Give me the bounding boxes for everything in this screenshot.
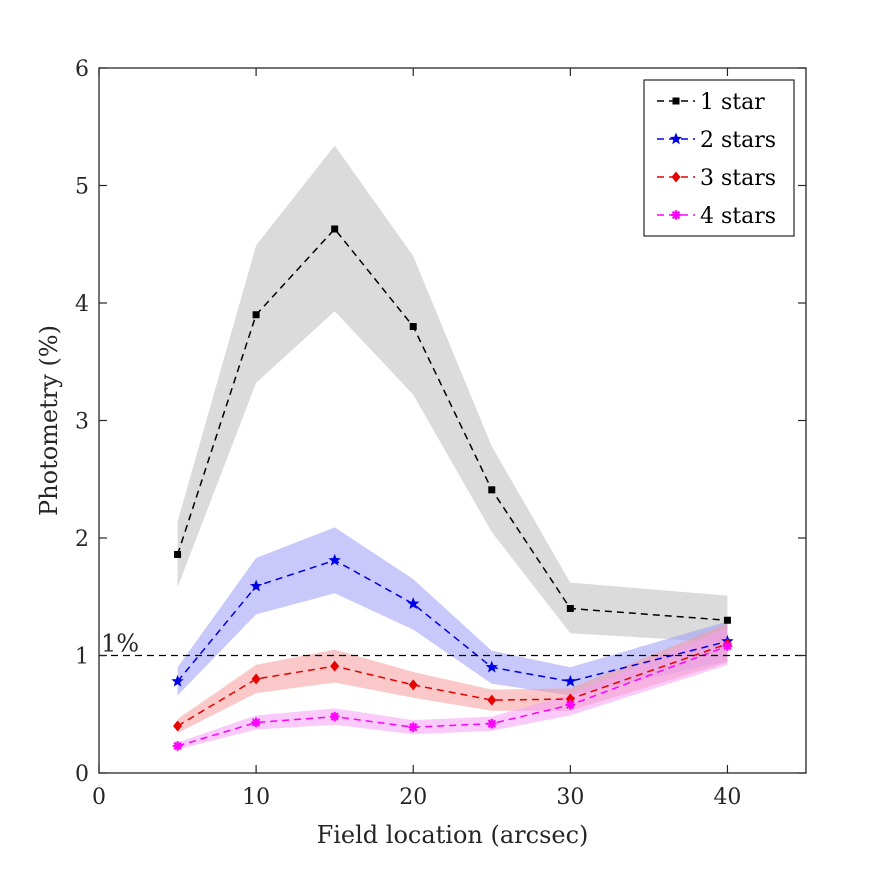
band-1-star [177, 145, 728, 643]
point-4-stars-15 [329, 711, 340, 722]
band-4-stars [177, 627, 728, 750]
point-1-star-20 [409, 323, 417, 330]
point-2-stars-25 [485, 660, 498, 673]
point-1-star-30 [566, 605, 574, 612]
legend-marker-2-stars [669, 132, 683, 145]
point-3-stars-20 [408, 679, 418, 691]
point-2-stars-30 [564, 674, 577, 687]
x-tick-label: 20 [399, 785, 427, 810]
band-2-stars [177, 527, 728, 696]
x-tick-label: 10 [242, 785, 270, 810]
uncertainty-bands [177, 145, 728, 750]
point-1-star-40 [723, 616, 731, 624]
y-tick-label: 2 [75, 527, 89, 552]
point-1-star-10 [252, 311, 260, 319]
point-1-star-15 [331, 225, 339, 233]
y-axis-label: Photometry (%) [35, 325, 63, 516]
y-tick-label: 5 [75, 175, 89, 200]
point-3-stars-25 [487, 694, 497, 706]
reference-line-label: 1% [101, 630, 139, 658]
x-tick-label: 30 [556, 785, 584, 810]
axis-ticks [98, 67, 806, 774]
point-2-stars-20 [407, 597, 420, 610]
y-tick-label: 6 [75, 57, 89, 82]
point-3-stars-10 [251, 673, 261, 685]
axis-tick-labels: 0 10 20 30 40 0 1 2 3 4 5 6 [75, 57, 741, 810]
x-tick-label: 0 [92, 785, 106, 810]
point-2-stars-10 [249, 579, 263, 592]
point-4-stars-30 [565, 700, 576, 710]
legend-label-2-stars: 2 stars [700, 128, 776, 153]
legend-marker-1-star [672, 97, 680, 105]
legend-label-4-stars: 4 stars [700, 204, 776, 229]
y-tick-label: 0 [75, 762, 89, 787]
series-markers [171, 225, 734, 751]
point-4-stars-20 [408, 722, 419, 732]
x-tick-label: 40 [713, 785, 741, 810]
legend-marker-3-stars [671, 171, 681, 183]
x-axis-label: Field location (arcsec) [317, 821, 589, 849]
y-tick-label: 1 [75, 645, 89, 670]
point-4-stars-25 [486, 718, 497, 729]
point-2-stars-5 [171, 674, 184, 687]
point-4-stars-40 [722, 641, 733, 651]
legend-label-3-stars: 3 stars [700, 166, 776, 191]
point-1-star-5 [174, 550, 182, 558]
legend-marker-4-stars [671, 210, 681, 220]
point-4-stars-10 [251, 717, 261, 728]
legend: 1 star 2 stars 3 stars 4 stars [643, 79, 795, 237]
point-3-stars-15 [330, 660, 340, 672]
y-tick-label: 3 [75, 410, 89, 435]
legend-box [643, 79, 795, 237]
legend-label-1-star: 1 star [700, 90, 765, 115]
y-tick-label: 4 [75, 292, 89, 317]
point-1-star-25 [488, 486, 496, 494]
point-4-stars-5 [172, 741, 183, 751]
point-2-stars-15 [328, 553, 341, 566]
point-3-stars-5 [173, 720, 183, 732]
